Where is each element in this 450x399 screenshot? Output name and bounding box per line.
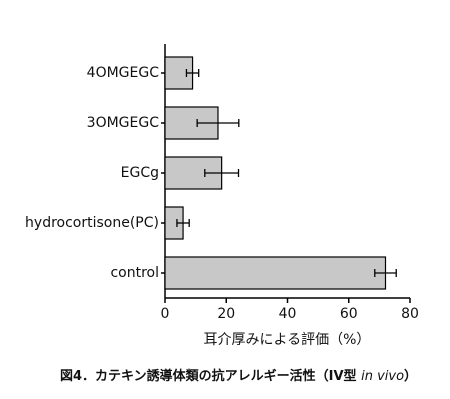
- x-axis-label: 耳介厚みによる評価（%）: [204, 332, 371, 348]
- error-bar: [374, 269, 397, 277]
- error-bar: [176, 219, 190, 227]
- x-tick-label: 40: [279, 306, 297, 322]
- x-tick-label: 80: [401, 306, 419, 322]
- y-tick-label: 4OMGEGC: [87, 65, 160, 81]
- caption-part: ）: [404, 368, 417, 384]
- error-bar: [196, 119, 240, 127]
- x-tick-label: 20: [217, 306, 235, 322]
- error-bar: [185, 69, 200, 77]
- y-tick-label: hydrocortisone(PC): [25, 215, 159, 231]
- caption-part: in vivo: [361, 369, 404, 384]
- x-tick-label: 60: [340, 306, 358, 322]
- bar: [164, 256, 387, 290]
- caption: 図4．カテキン誘導体類の抗アレルギー活性（IV型 in vivo）: [60, 368, 417, 384]
- x-tick-label: 0: [161, 306, 170, 322]
- error-bar: [204, 169, 240, 177]
- y-tick-label: control: [110, 265, 159, 281]
- y-tick-label: 3OMGEGC: [87, 115, 160, 131]
- caption-part: 図4．カテキン誘導体類の抗アレルギー活性（IV型: [60, 368, 361, 384]
- y-tick-label: EGCg: [121, 165, 159, 181]
